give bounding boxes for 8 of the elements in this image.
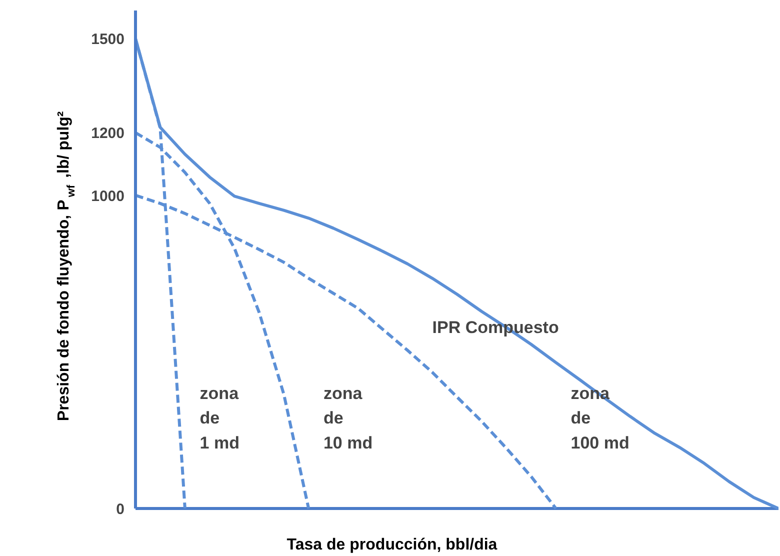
y-tick-label: 0 [116,501,124,518]
x-axis-title: Tasa de producción, bbl/dia [286,536,498,554]
y-tick-label: 1000 [91,188,125,205]
series-label: zona de 1 md [200,384,240,452]
y-tick-label: 1500 [91,31,125,48]
y-axis-title: Presión de fondo fluyendo, Pwf ,lb/ pulg² [56,111,78,422]
series-label: zona de 10 md [323,384,373,452]
y-tick-label: 1200 [91,125,125,142]
